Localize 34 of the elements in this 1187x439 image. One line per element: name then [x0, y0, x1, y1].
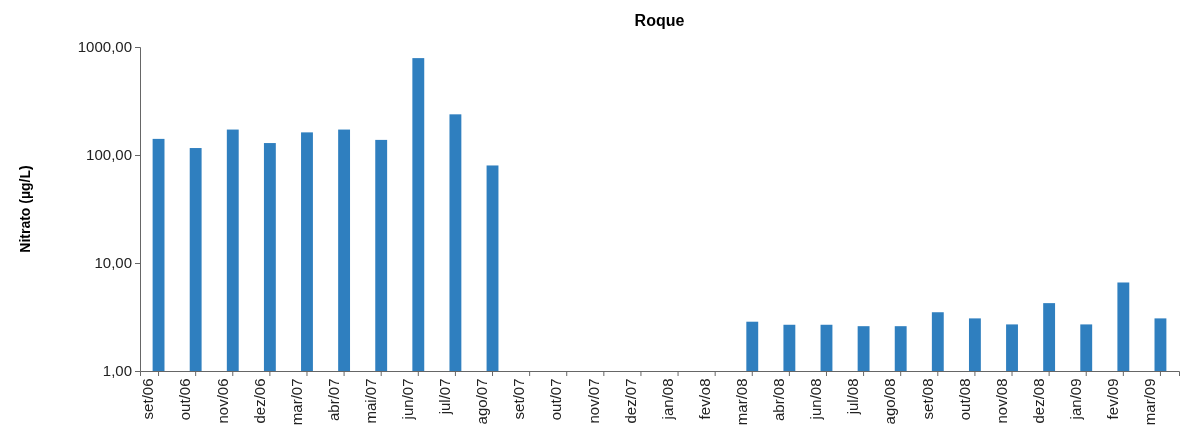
x-tick-label: set/08 [918, 378, 936, 420]
x-tick-label: jul/08 [844, 378, 862, 416]
x-tick-label: out/07 [547, 378, 565, 421]
x-tick-label: nov/08 [992, 378, 1010, 424]
x-tick-label: dez/06 [250, 378, 268, 424]
x-tick-label: jan/08 [658, 378, 676, 421]
x-tick-label: jun/07 [399, 378, 417, 421]
y-tick-label: 1,00 [102, 362, 132, 380]
x-tick-label: abr/07 [324, 378, 342, 422]
x-tick-label: dez/07 [621, 378, 639, 424]
x-tick-label: set/06 [139, 378, 157, 420]
x-tick-label: out/08 [955, 378, 973, 421]
x-tick-label: fev/09 [1104, 378, 1122, 420]
x-tick-label: ago/08 [881, 378, 899, 425]
x-tick-label: ago/07 [473, 378, 491, 425]
x-tick-label: mar/09 [1141, 378, 1159, 426]
y-axis-title: Nitrato (µg/L) [17, 165, 33, 253]
y-tick-label: 1000,00 [77, 38, 132, 56]
x-tick-label: mai/07 [361, 378, 379, 424]
x-tick-label: jun/08 [807, 378, 825, 421]
x-tick-label: nov/06 [213, 378, 231, 424]
y-tick-label: 100,00 [86, 146, 132, 164]
x-tick-label: jul/07 [436, 378, 454, 416]
x-tick-label: jan/09 [1066, 378, 1084, 421]
chart-title: Roque [634, 12, 685, 29]
x-tick-label: abr/08 [770, 378, 788, 422]
x-tick-label: fev/o8 [695, 378, 713, 420]
x-tick-label: nov/07 [584, 378, 602, 424]
x-tick-label: set/07 [510, 378, 528, 420]
x-tick-label: mar/07 [287, 378, 305, 426]
y-tick-label: 10,00 [94, 254, 132, 272]
x-tick-label: out/06 [176, 378, 194, 421]
x-tick-label: mar/08 [733, 378, 751, 426]
x-tick-label: dez/08 [1029, 378, 1047, 424]
